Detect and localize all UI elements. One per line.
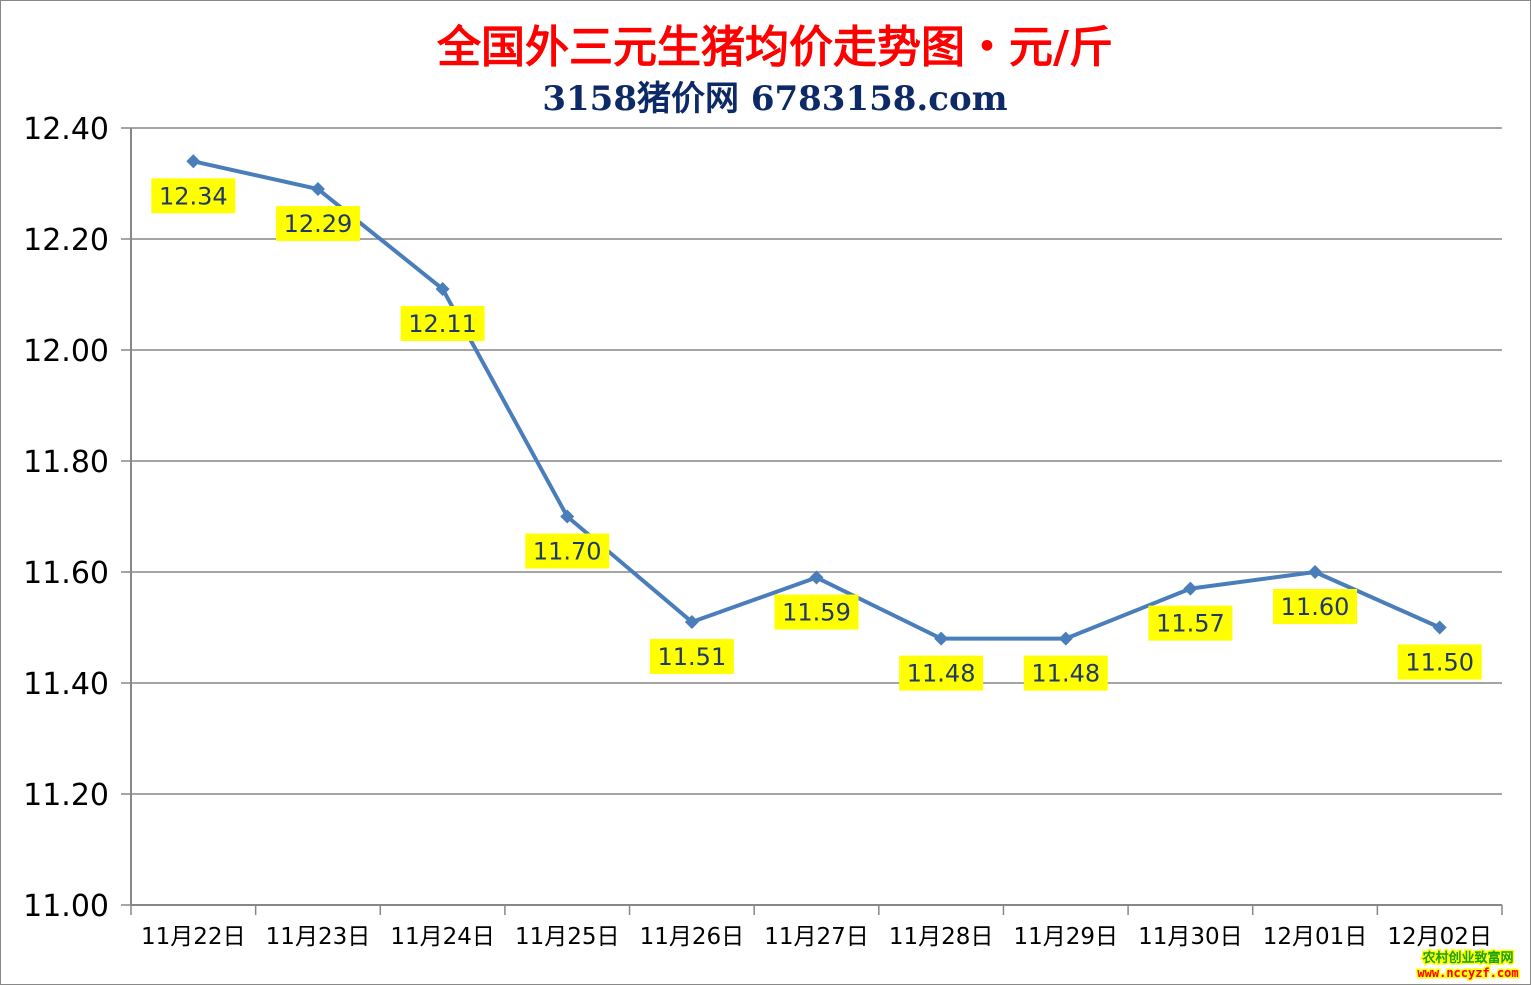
- y-tick-label: 11.20: [23, 778, 109, 813]
- data-point-marker: [1058, 631, 1073, 646]
- data-label: 11.48: [907, 660, 976, 688]
- data-point-marker: [560, 509, 575, 524]
- y-tick-label: 12.20: [23, 223, 109, 258]
- data-label: 11.48: [1031, 660, 1100, 688]
- data-label-bg: [899, 655, 984, 691]
- data-label: 11.59: [782, 599, 851, 627]
- data-label-bg: [774, 594, 859, 630]
- data-point-marker: [684, 614, 699, 629]
- data-label: 11.57: [1156, 610, 1225, 638]
- data-label-bg: [525, 533, 610, 569]
- data-point-marker: [310, 182, 325, 197]
- data-label-bg: [1397, 644, 1482, 680]
- data-point-marker: [1308, 565, 1323, 579]
- y-tick-label: 12.00: [23, 334, 109, 369]
- data-point-marker: [435, 281, 450, 296]
- data-label: 11.70: [533, 538, 602, 566]
- y-tick-label: 12.40: [23, 112, 109, 147]
- data-label-bg: [275, 206, 360, 242]
- data-label: 12.34: [159, 182, 228, 210]
- x-tick-label: 11月22日: [141, 924, 246, 950]
- data-label-bg: [400, 305, 485, 341]
- x-tick-label: 12月01日: [1263, 924, 1368, 950]
- watermark-url: www.nccyzf.com: [1417, 966, 1518, 980]
- data-label: 11.50: [1405, 649, 1474, 677]
- chart-subtitle: 3158猪价网 6783158.com: [542, 79, 1007, 119]
- data-label-bg: [151, 178, 236, 214]
- data-label: 11.60: [1281, 593, 1350, 621]
- data-label-bg: [1273, 589, 1358, 624]
- y-tick-label: 11.80: [23, 445, 109, 480]
- data-label: 12.29: [284, 210, 353, 238]
- watermark-name: 农村创业致富网: [1421, 950, 1513, 966]
- data-label-bg: [649, 638, 734, 674]
- data-label-bg: [1148, 605, 1233, 641]
- data-point-marker: [186, 154, 201, 169]
- x-tick-label: 11月29日: [1013, 924, 1118, 950]
- data-point-marker: [1432, 620, 1447, 635]
- y-tick-label: 11.00: [23, 889, 109, 924]
- y-tick-label: 11.40: [23, 667, 109, 702]
- x-tick-label: 11月23日: [266, 924, 371, 950]
- data-point-marker: [1183, 581, 1198, 596]
- x-tick-label: 11月30日: [1138, 924, 1243, 950]
- data-label: 12.11: [408, 310, 477, 338]
- chart-title: 全国外三元生猪均价走势图・元/斤: [436, 22, 1113, 73]
- x-tick-label: 11月25日: [515, 924, 620, 950]
- series-line: [192, 159, 1441, 641]
- x-tick-label: 11月26日: [640, 924, 745, 950]
- data-point-marker: [934, 631, 949, 646]
- x-tick-label: 11月27日: [764, 924, 869, 950]
- data-label-bg: [1023, 655, 1108, 691]
- data-point-marker: [809, 570, 824, 585]
- x-tick-label: 11月28日: [889, 924, 994, 950]
- data-label: 11.51: [658, 643, 727, 671]
- x-tick-label: 11月24日: [390, 924, 495, 950]
- x-tick-label: 12月02日: [1387, 924, 1492, 950]
- y-tick-label: 11.60: [23, 556, 109, 591]
